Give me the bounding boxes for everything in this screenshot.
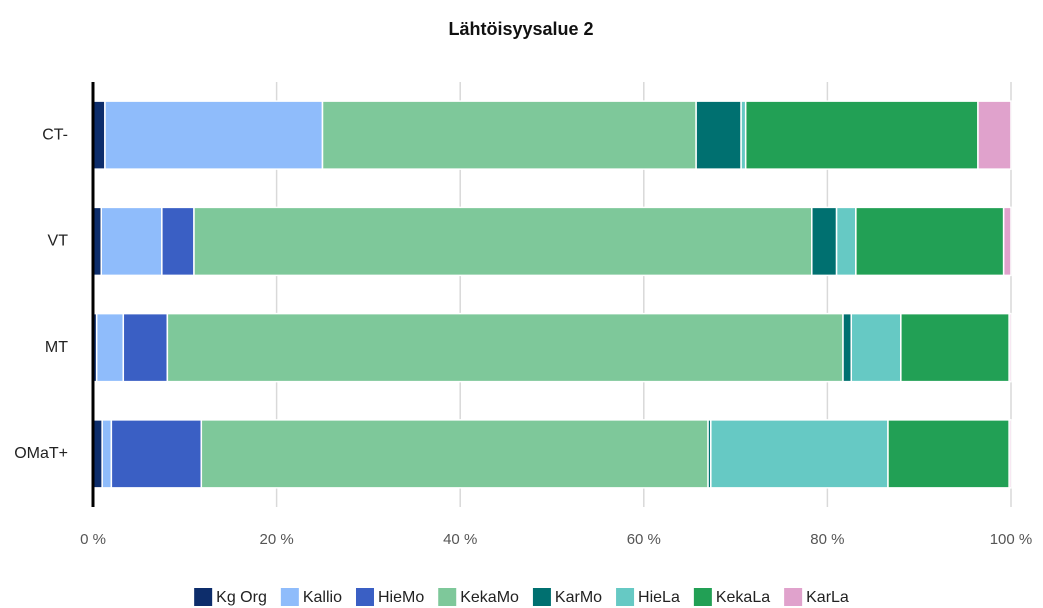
- x-tick-label: 20 %: [259, 531, 293, 548]
- y-tick-label: CT-: [42, 126, 68, 143]
- x-tick-label: 0 %: [80, 531, 106, 548]
- bar-segment: [193, 206, 813, 277]
- x-tick-label: 80 %: [810, 531, 844, 548]
- bar-segment: [744, 100, 979, 170]
- legend-label: HieMo: [378, 589, 424, 606]
- legend-swatch: [693, 588, 712, 606]
- legend-label: HieLa: [638, 589, 680, 606]
- bar-segment: [166, 312, 844, 383]
- bar-segment: [161, 206, 195, 277]
- legend-label: Kg Org: [216, 589, 267, 606]
- legend-label: KekaMo: [460, 589, 519, 606]
- bar-segment: [850, 312, 902, 383]
- bar-segment: [101, 419, 113, 489]
- legend-label: Kallio: [303, 589, 342, 606]
- legend-swatch: [438, 588, 457, 606]
- bar-segment: [1002, 206, 1012, 277]
- bar-segment: [887, 419, 1010, 489]
- bar-segment: [321, 100, 697, 170]
- legend-swatch: [280, 588, 299, 606]
- y-tick-label: OMaT+: [14, 445, 68, 462]
- bar-segment: [110, 419, 203, 489]
- legend-label: KarLa: [806, 589, 849, 606]
- y-tick-label: VT: [48, 233, 69, 250]
- bar-segment: [710, 419, 889, 489]
- legend-swatch: [784, 588, 803, 606]
- bar-segment: [835, 206, 857, 277]
- bar-segment: [104, 100, 324, 170]
- bar-segment: [95, 312, 125, 383]
- y-tick-label: MT: [45, 339, 68, 356]
- legend-label: KekaLa: [716, 589, 770, 606]
- chart-title: Lähtöisyysalue 2: [448, 19, 593, 39]
- x-tick-label: 100 %: [990, 531, 1033, 548]
- bar-segment: [1008, 312, 1012, 383]
- bar-segment: [900, 312, 1010, 383]
- x-tick-label: 60 %: [627, 531, 661, 548]
- bar-segment: [1008, 419, 1012, 489]
- legend-swatch: [194, 588, 213, 606]
- bar-segment: [122, 312, 169, 383]
- bar-segment: [811, 206, 838, 277]
- bar-segment: [200, 419, 709, 489]
- bar-segment: [855, 206, 1005, 277]
- legend-swatch: [355, 588, 374, 606]
- bar-segment: [92, 100, 106, 170]
- legend-label: KarMo: [555, 589, 602, 606]
- legend-swatch: [616, 588, 635, 606]
- bar-segment: [977, 100, 1012, 170]
- x-tick-label: 40 %: [443, 531, 477, 548]
- bar-segment: [100, 206, 163, 277]
- bar-segment: [842, 312, 853, 383]
- bar-segment: [695, 100, 742, 170]
- legend-swatch: [532, 588, 551, 606]
